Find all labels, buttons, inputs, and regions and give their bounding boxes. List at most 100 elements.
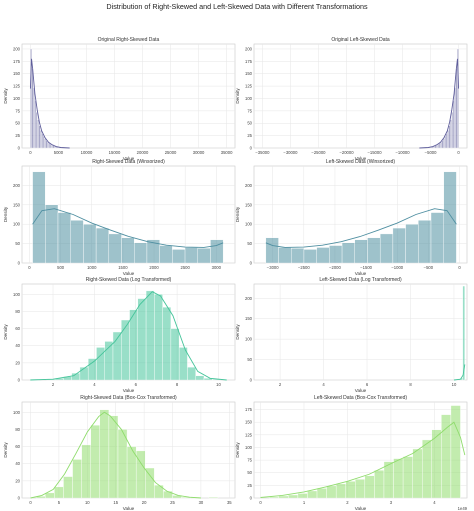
histogram-bar bbox=[355, 479, 366, 499]
x-tick-label: 5 bbox=[58, 500, 61, 505]
histogram-bar bbox=[307, 490, 318, 499]
y-tick-label: 100 bbox=[13, 410, 21, 415]
histogram-bar bbox=[41, 133, 44, 149]
histogram-bar bbox=[108, 415, 119, 499]
histogram-bar bbox=[45, 204, 59, 264]
x-tick-label: 15 bbox=[113, 500, 118, 505]
x-tick-label: 1500 bbox=[118, 265, 128, 270]
panel-title: Left-Skewed Data (Log Transformed) bbox=[319, 277, 402, 283]
y-axis-label: Density bbox=[3, 442, 8, 458]
histogram-bar bbox=[383, 461, 394, 499]
y-tick-label: 50 bbox=[15, 241, 20, 246]
histogram-bar bbox=[72, 459, 82, 499]
x-tick-label: 30000 bbox=[193, 150, 205, 155]
x-tick-label: 3000 bbox=[212, 265, 222, 270]
panel-7: 0 20 40 60 80 100 0 5 10 15 20 25 30 35 Right-Skewed D… bbox=[3, 395, 236, 511]
x-axis-label: Value bbox=[355, 506, 367, 511]
plot-area bbox=[253, 43, 468, 149]
y-tick-label: 0 bbox=[18, 146, 21, 151]
histogram-bar bbox=[187, 366, 196, 381]
y-tick-label: 150 bbox=[13, 202, 21, 207]
histogram-bar bbox=[172, 249, 186, 264]
x-tick-label: −30000 bbox=[283, 150, 298, 155]
histogram-bar bbox=[184, 247, 198, 264]
y-tick-label: 150 bbox=[13, 71, 21, 76]
y-tick-label: 0 bbox=[250, 146, 253, 151]
figure-title: Distribution of Right-Skewed and Left-Sk… bbox=[106, 2, 368, 11]
histogram-bar bbox=[121, 237, 135, 264]
histogram-bar bbox=[90, 424, 101, 499]
y-tick-label: 100 bbox=[13, 222, 21, 227]
y-tick-label: 50 bbox=[247, 241, 252, 246]
histogram-bar bbox=[57, 212, 71, 264]
x-tick-label: 4 bbox=[433, 500, 436, 505]
histogram-bar bbox=[462, 285, 466, 381]
histogram-bar bbox=[87, 358, 97, 381]
y-tick-label: 0 bbox=[250, 496, 253, 501]
y-tick-label: 175 bbox=[245, 407, 253, 412]
histogram-bar bbox=[288, 494, 299, 499]
histogram-bar bbox=[33, 87, 35, 149]
histogram-bar bbox=[374, 470, 385, 499]
y-tick-label: 100 bbox=[13, 292, 21, 297]
panel-4: 0 50 100 150 200 −3000 −2500 −2000 −1500 −1000 −50… bbox=[235, 159, 468, 276]
histogram-bar bbox=[154, 294, 163, 381]
y-tick-label: 200 bbox=[245, 183, 253, 188]
panel-title: Original Right-Skewed Data bbox=[98, 37, 160, 43]
x-axis-label: Value bbox=[355, 271, 367, 276]
x-tick-label: −1500 bbox=[360, 265, 372, 270]
x-tick-label: 2 bbox=[279, 382, 282, 387]
histogram-bar bbox=[335, 483, 346, 499]
histogram-bar bbox=[442, 138, 445, 149]
histogram-bar bbox=[38, 125, 41, 149]
histogram-bar bbox=[37, 119, 40, 149]
kde-curve bbox=[30, 291, 227, 381]
x-tick-label: 2000 bbox=[149, 265, 159, 270]
x-axis-label: Value bbox=[123, 156, 135, 161]
histogram-bar bbox=[329, 245, 343, 264]
x-tick-label: 0 bbox=[457, 150, 460, 155]
y-tick-label: 60 bbox=[15, 326, 20, 331]
histogram-bar bbox=[99, 409, 110, 499]
x-tick-label: −10000 bbox=[395, 150, 410, 155]
y-axis-label: Density bbox=[235, 324, 240, 340]
histogram-bar bbox=[265, 237, 279, 264]
y-axis-label: Density bbox=[235, 88, 240, 104]
x-tick-label: 0 bbox=[28, 265, 31, 270]
y-tick-label: 80 bbox=[15, 427, 20, 432]
histogram-bar bbox=[178, 347, 188, 381]
x-tick-label: −2500 bbox=[298, 265, 310, 270]
y-tick-label: 150 bbox=[245, 202, 253, 207]
x-axis-label: Value bbox=[355, 156, 367, 161]
histogram-bar bbox=[412, 448, 423, 499]
histogram-bar bbox=[326, 485, 337, 499]
histogram-bar bbox=[40, 129, 42, 149]
y-tick-label: 20 bbox=[15, 360, 20, 365]
y-tick-label: 150 bbox=[245, 71, 253, 76]
y-axis-label: Density bbox=[3, 206, 8, 222]
histogram-bar bbox=[405, 223, 419, 264]
histogram-bar bbox=[278, 495, 289, 499]
x-tick-label: 10 bbox=[216, 382, 221, 387]
y-tick-label: 75 bbox=[247, 458, 252, 463]
plot-area bbox=[253, 283, 468, 381]
kde-curve bbox=[260, 421, 466, 498]
histogram-bar bbox=[345, 481, 356, 499]
histogram-bar bbox=[34, 100, 37, 149]
histogram-bar bbox=[278, 247, 292, 264]
histogram-bar bbox=[440, 141, 442, 149]
x-tick-label: 6 bbox=[135, 382, 138, 387]
histogram-bar bbox=[393, 458, 404, 499]
x-tick-label: −20000 bbox=[339, 150, 354, 155]
y-tick-label: 50 bbox=[247, 121, 252, 126]
y-tick-label: 40 bbox=[15, 461, 20, 466]
kde-curve bbox=[453, 364, 466, 381]
y-tick-label: 75 bbox=[15, 108, 20, 113]
histogram-bar bbox=[48, 142, 51, 149]
x-tick-label: 5000 bbox=[54, 150, 64, 155]
histogram-bar bbox=[44, 138, 47, 149]
histogram-bar bbox=[364, 475, 375, 499]
histogram-bar bbox=[31, 68, 34, 149]
